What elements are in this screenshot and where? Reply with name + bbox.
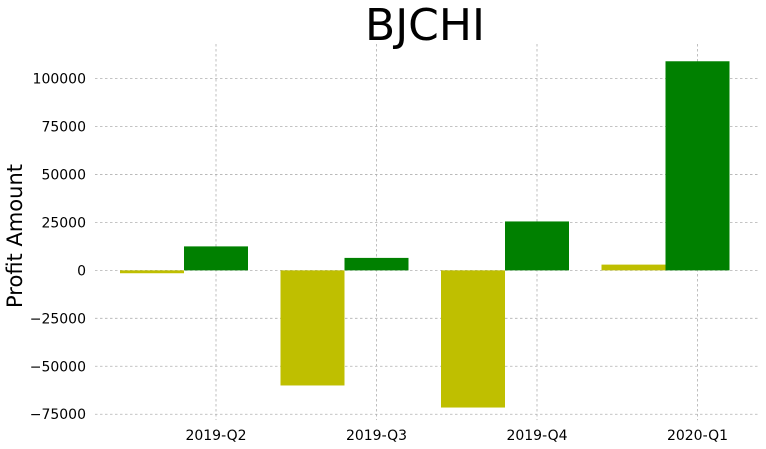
x-tick-labels: 2019-Q2 2019-Q3 2019-Q4 2020-Q1 — [185, 428, 728, 444]
x-tick-label: 2019-Q3 — [346, 428, 407, 444]
y-tick-label: 0 — [77, 263, 86, 279]
chart-title: BJCHI — [365, 0, 485, 51]
bar-series-1-2019-Q3 — [280, 270, 345, 386]
y-tick-label: 50000 — [41, 167, 86, 183]
bar-series-1-2019-Q4 — [441, 270, 505, 408]
bar-series-2-2020-Q1 — [665, 61, 730, 271]
bar-series-2-2019-Q3 — [344, 257, 409, 271]
y-tick-label: 100000 — [33, 72, 86, 88]
x-tick-label: 2019-Q2 — [185, 428, 246, 444]
x-tick-label: 2020-Q1 — [667, 428, 728, 444]
y-tick-label: −25000 — [30, 311, 86, 327]
y-tick-label: 25000 — [41, 215, 86, 231]
bars — [120, 61, 730, 408]
y-axis-label: Profit Amount — [3, 164, 27, 308]
x-tick-label: 2019-Q4 — [506, 428, 567, 444]
y-tick-labels: −75000 −50000 −25000 0 25000 50000 75000 100000 — [30, 72, 86, 424]
bar-series-1-2019-Q2 — [120, 270, 184, 274]
bar-series-2-2019-Q4 — [505, 221, 569, 271]
grid-lines — [95, 44, 758, 420]
bar-series-1-2020-Q1 — [601, 264, 666, 271]
bar-series-2-2019-Q2 — [184, 246, 248, 271]
y-tick-label: 75000 — [41, 119, 86, 135]
y-tick-label: −75000 — [30, 407, 86, 423]
y-tick-label: −50000 — [30, 359, 86, 375]
